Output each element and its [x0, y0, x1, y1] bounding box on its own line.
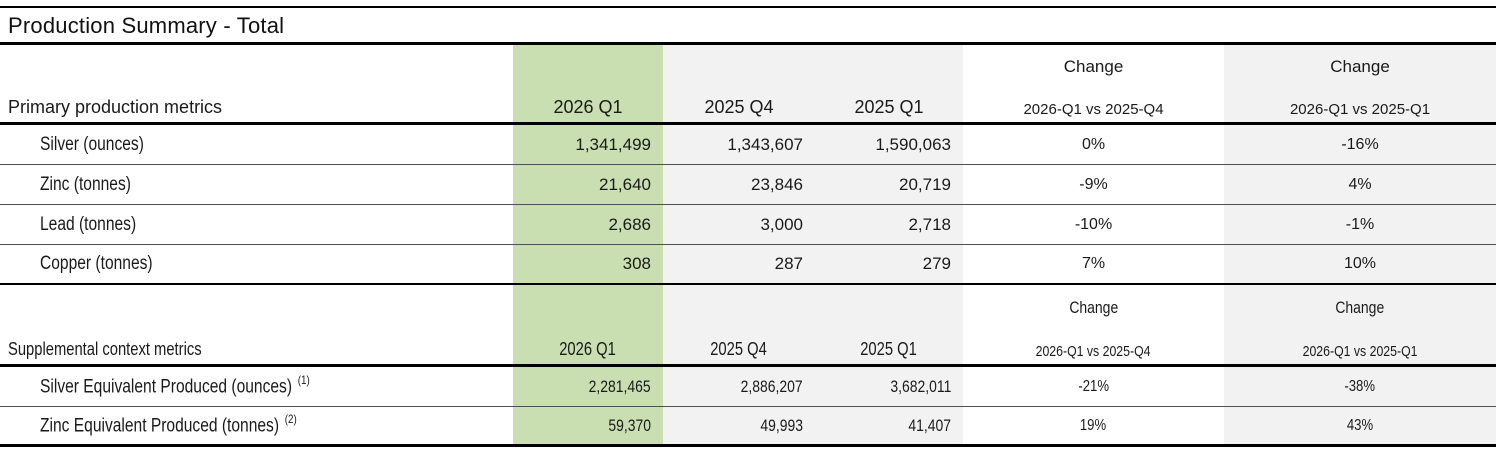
value-cell-2026q1: 308 — [513, 245, 663, 283]
change-cell-yoy: -16% — [1224, 125, 1496, 164]
table-row-silver: Silver (ounces) 1,341,499 1,343,607 1,59… — [0, 125, 1496, 165]
header-band-2-period-row: Supplemental context metrics 2026 Q1 202… — [0, 326, 1496, 367]
value-cell-2026q1: 2,281,465 — [513, 367, 663, 406]
header-band-1-change-row: Change Change — [0, 45, 1496, 85]
value-cell-2025q1: 41,407 — [815, 407, 963, 444]
table-row-lead: Lead (tonnes) 2,686 3,000 2,718 -10% -1% — [0, 205, 1496, 245]
period-header-2026q1: 2026 Q1 — [513, 326, 663, 364]
change-header-1-subtitle: 2026-Q1 vs 2025-Q4 — [1023, 101, 1164, 118]
value-cell-2025q4: 23,846 — [663, 165, 815, 204]
value-cell-2025q4: 1,343,607 — [663, 125, 815, 164]
highlight-column-cell — [513, 45, 663, 85]
metric-label-cell: Lead (tonnes) — [0, 205, 513, 244]
change-header-2-title: Change — [1224, 45, 1496, 85]
footnote-marker: (1) — [297, 373, 310, 388]
value-cell-2025q4: 49,993 — [663, 407, 815, 444]
change-cell-yoy: -38% — [1224, 367, 1496, 406]
change-cell-qoq: 7% — [1081, 255, 1106, 272]
band-column-cell — [663, 45, 815, 85]
section-1-header: Primary production metrics — [8, 97, 223, 117]
change-cell-yoy: 10% — [1224, 245, 1496, 283]
change-cell-qoq: 19% — [1080, 416, 1107, 434]
band-column-cell — [663, 285, 815, 326]
value-cell-2025q4: 287 — [663, 245, 815, 283]
metric-label-cell: Copper (tonnes) — [0, 245, 513, 283]
header-band-1-period-row: Primary production metrics 2026 Q1 2025 … — [0, 85, 1496, 125]
metric-label-cell: Zinc (tonnes) — [0, 165, 513, 204]
change-header-2-title: Change — [1224, 285, 1496, 326]
value-cell-2026q1: 21,640 — [513, 165, 663, 204]
value-cell-2025q4: 3,000 — [663, 205, 815, 244]
metric-label: Zinc Equivalent Produced (tonnes) — [40, 415, 280, 437]
change-cell-yoy: 43% — [1224, 407, 1496, 444]
spacer-cell — [0, 45, 513, 85]
change-cell-yoy: -1% — [1224, 205, 1496, 244]
change-header-1-title: Change — [1069, 298, 1118, 317]
metric-label-cell: Zinc Equivalent Produced (tonnes) (2) — [0, 407, 513, 444]
header-band-2-change-row: Change Change — [0, 285, 1496, 326]
metric-label: Silver Equivalent Produced (ounces) — [40, 376, 293, 398]
change-cell-qoq: 0% — [1081, 135, 1106, 153]
period-header-2025q1: 2025 Q1 — [815, 326, 963, 364]
spacer-cell — [0, 285, 513, 326]
metric-label: Lead (tonnes) — [40, 213, 137, 235]
change-cell-yoy: 4% — [1224, 165, 1496, 204]
section-2-header: Supplemental context metrics — [8, 339, 202, 359]
highlight-column-cell — [513, 285, 663, 326]
value-cell-2025q4: 2,886,207 — [663, 367, 815, 406]
table-row-copper: Copper (tonnes) 308 287 279 7% 10% — [0, 245, 1496, 285]
metric-label: Silver (ounces) — [40, 133, 144, 155]
change-cell-qoq: -21% — [1078, 377, 1109, 395]
footnote-marker: (2) — [284, 412, 297, 427]
change-header-2-subtitle: 2026-Q1 vs 2025-Q1 — [1224, 326, 1496, 364]
band-column-cell — [815, 45, 963, 85]
value-cell-2025q1: 2,718 — [815, 205, 963, 244]
metric-label: Zinc (tonnes) — [40, 173, 131, 195]
value-cell-2025q1: 3,682,011 — [815, 367, 963, 406]
band-column-cell — [815, 285, 963, 326]
table-row-silver-equivalent: Silver Equivalent Produced (ounces) (1) 2… — [0, 367, 1496, 407]
value-cell-2025q1: 20,719 — [815, 165, 963, 204]
change-header-1-title: Change — [1063, 57, 1124, 76]
change-header-2-subtitle: 2026-Q1 vs 2025-Q1 — [1224, 85, 1496, 122]
value-cell-2026q1: 1,341,499 — [513, 125, 663, 164]
period-header-2025q1: 2025 Q1 — [815, 85, 963, 122]
top-rule — [0, 6, 1496, 8]
change-cell-qoq: -9% — [1079, 175, 1108, 193]
value-cell-2025q1: 1,590,063 — [815, 125, 963, 164]
value-cell-2026q1: 2,686 — [513, 205, 663, 244]
value-cell-2025q1: 279 — [815, 245, 963, 283]
metric-label: Copper (tonnes) — [40, 253, 153, 274]
table-row-zinc-equivalent: Zinc Equivalent Produced (tonnes) (2) 59,… — [0, 407, 1496, 447]
metric-label-cell: Silver Equivalent Produced (ounces) (1) — [0, 367, 513, 406]
change-header-1-subtitle: 2026-Q1 vs 2025-Q4 — [1036, 343, 1151, 360]
metric-label-cell: Silver (ounces) — [0, 125, 513, 164]
period-header-2026q1: 2026 Q1 — [513, 85, 663, 122]
value-cell-2026q1: 59,370 — [513, 407, 663, 444]
table-row-zinc: Zinc (tonnes) 21,640 23,846 20,719 -9% 4… — [0, 165, 1496, 205]
change-cell-qoq: -10% — [1074, 215, 1113, 233]
period-header-2025q4: 2025 Q4 — [663, 85, 815, 122]
period-header-2025q4: 2025 Q4 — [663, 326, 815, 364]
title-row: Production Summary - Total — [0, 8, 1496, 45]
page-title: Production Summary - Total — [8, 13, 285, 38]
